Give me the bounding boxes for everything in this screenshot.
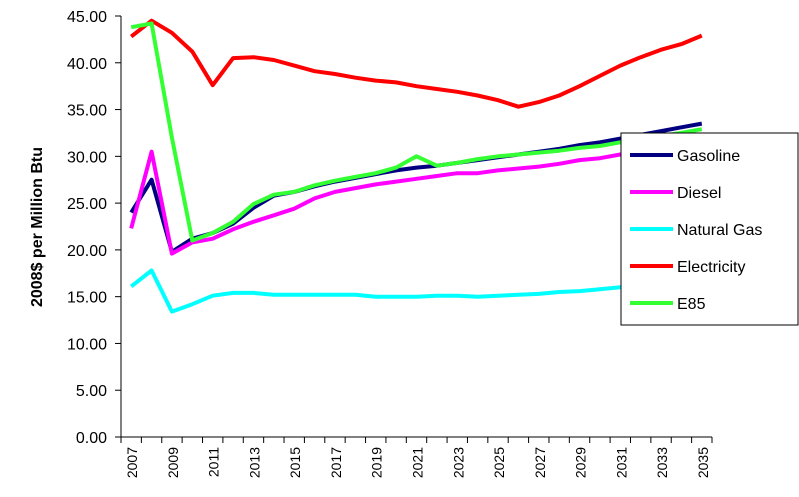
x-tick-label: 2027 — [532, 447, 548, 478]
x-tick-label: 2025 — [491, 447, 507, 478]
series-line — [129, 268, 702, 314]
x-tick-label: 2019 — [369, 447, 385, 478]
legend-label: E85 — [677, 296, 706, 313]
legend-label: Diesel — [677, 185, 721, 202]
y-tick-label: 25.00 — [67, 196, 107, 213]
y-tick-label: 0.00 — [76, 430, 107, 447]
y-tick-label: 35.00 — [67, 103, 107, 120]
y-tick-label: 10.00 — [67, 336, 107, 353]
x-tick-label: 2029 — [573, 447, 589, 478]
x-tick-label: 2011 — [206, 447, 222, 477]
series-line — [129, 138, 703, 256]
y-tick-label: 15.00 — [67, 290, 107, 307]
series-line — [129, 18, 703, 109]
x-tick-label: 2009 — [165, 447, 181, 478]
x-tick-label: 2007 — [124, 447, 140, 478]
y-tick-label: 40.00 — [67, 56, 107, 73]
x-tick-label: 2017 — [328, 447, 344, 478]
y-tick-label: 45.00 — [67, 9, 107, 26]
y-tick-label: 5.00 — [76, 383, 107, 400]
y-axis-label: 2008$ per Million Btu — [29, 147, 46, 307]
series-line — [130, 21, 703, 243]
y-tick-label: 30.00 — [67, 149, 107, 166]
x-tick-label: 2031 — [613, 447, 629, 478]
x-tick-label: 2021 — [410, 447, 426, 478]
y-tick-label: 20.00 — [67, 243, 107, 260]
x-tick-label: 2023 — [450, 447, 466, 478]
x-tick-label: 2033 — [654, 447, 670, 478]
legend-label: Natural Gas — [677, 222, 762, 239]
x-tick-label: 2015 — [287, 447, 303, 478]
legend-label: Gasoline — [677, 148, 740, 165]
x-tick-label: 2013 — [246, 447, 262, 478]
x-tick-label: 2035 — [695, 447, 711, 478]
legend-label: Electricity — [677, 259, 745, 276]
